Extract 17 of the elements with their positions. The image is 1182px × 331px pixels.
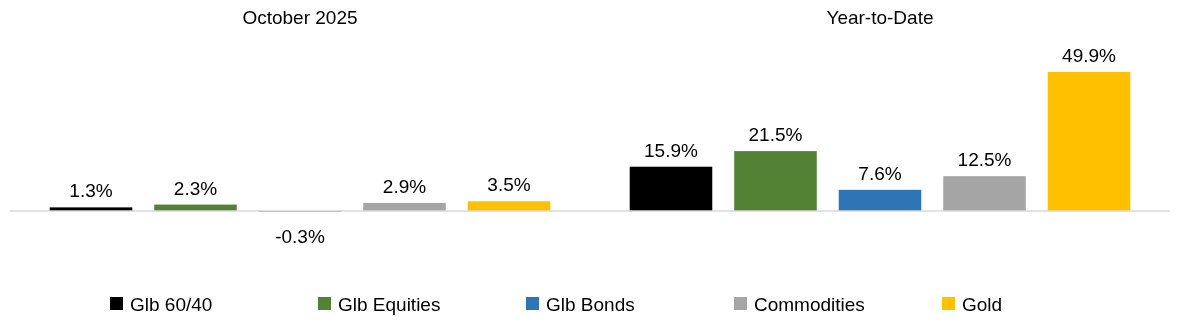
data-label: 7.6% (858, 162, 902, 184)
data-label: 21.5% (748, 124, 803, 146)
data-label: 12.5% (957, 149, 1012, 171)
legend-label: Gold (962, 294, 1003, 315)
data-label: -0.3% (275, 225, 325, 247)
legend-label: Glb Equities (338, 294, 441, 315)
data-label: 49.9% (1062, 45, 1117, 66)
legend-label: Commodities (754, 294, 865, 315)
legend-label: Glb 60/40 (130, 294, 213, 315)
x-tick-label: Year-to-Date (826, 7, 934, 28)
legend-label: Glb Bonds (546, 294, 635, 315)
data-label: 1.3% (69, 180, 113, 202)
x-tick-label: October 2025 (242, 7, 358, 28)
data-label: 2.9% (382, 175, 427, 197)
data-label: 3.5% (487, 174, 531, 196)
data-label: 15.9% (644, 139, 699, 161)
data-label: 2.3% (173, 177, 218, 199)
